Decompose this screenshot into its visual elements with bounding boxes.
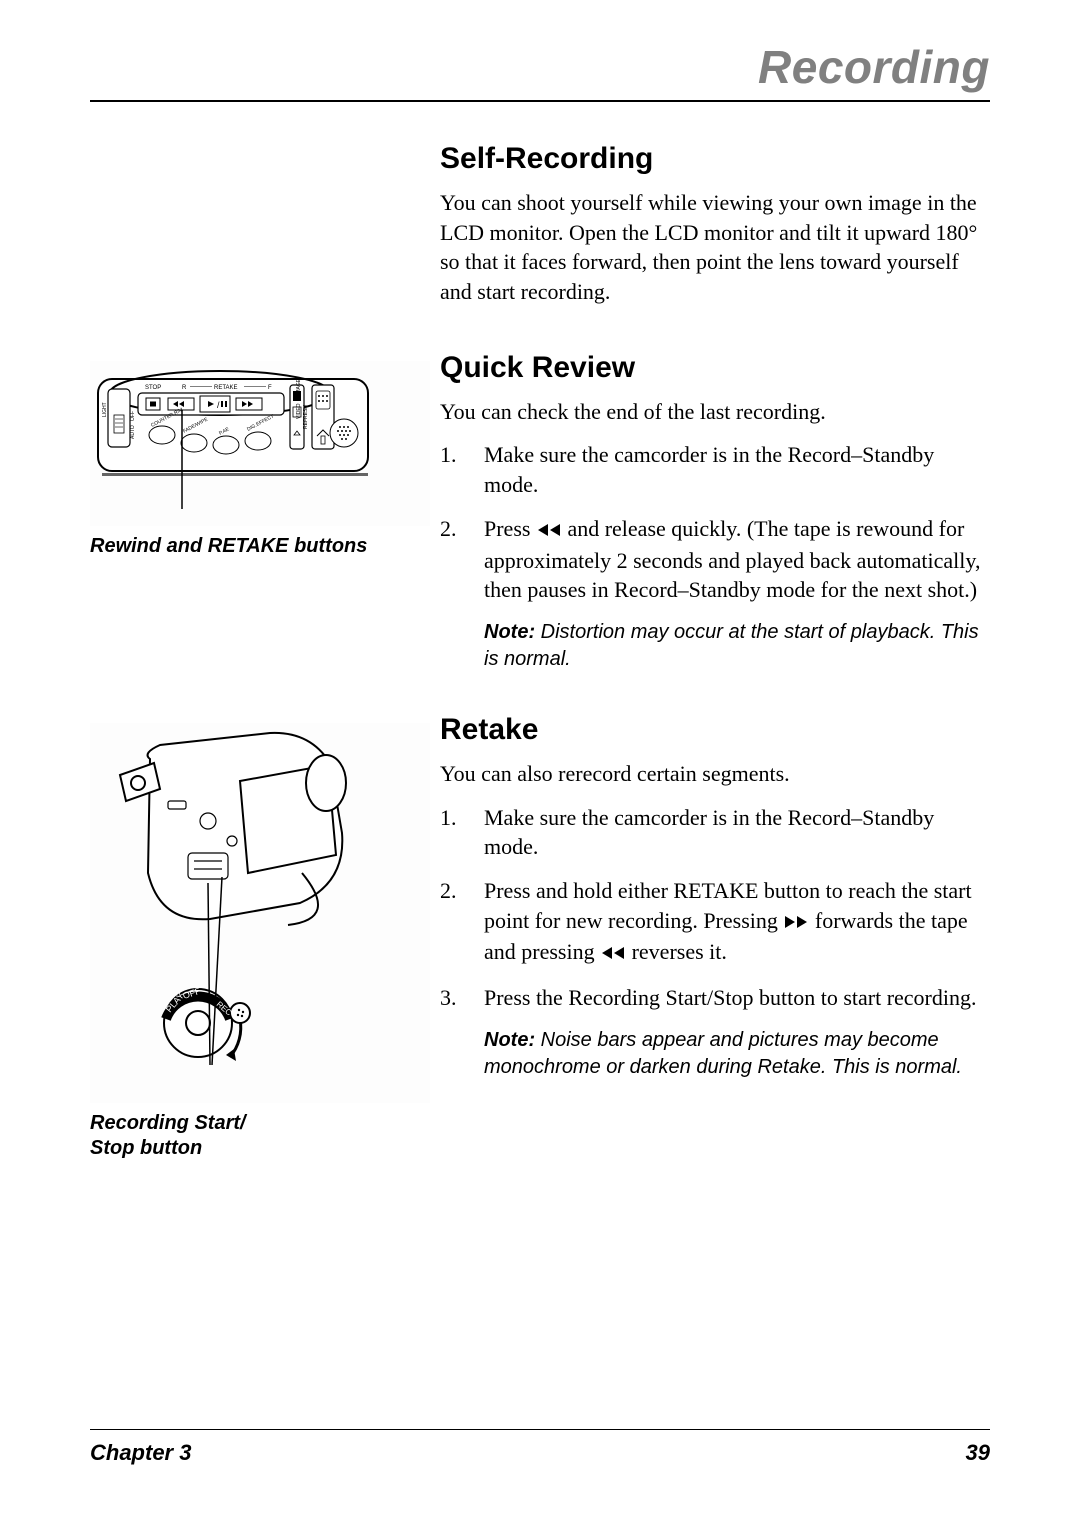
qr-step2-text-a: Press — [484, 516, 536, 541]
svg-text:IMAGE: IMAGE — [296, 378, 302, 395]
retake-intro: You can also rerecord certain segments. — [440, 759, 990, 789]
retake-right: Retake You can also rerecord certain seg… — [430, 713, 990, 1161]
quick-review-left: STOP R RETAKE F — [90, 351, 430, 683]
page-title: Recording — [758, 41, 990, 93]
quick-review-intro: You can check the end of the last record… — [440, 397, 990, 427]
retake-step-3: 3. Press the Recording Start/Stop button… — [440, 983, 990, 1013]
fast-forward-icon — [783, 908, 809, 938]
retake-step-1: 1. Make sure the camcorder is in the Rec… — [440, 803, 990, 862]
svg-text:AUTO: AUTO — [130, 425, 136, 439]
qr-step-2: 2. Press and release quickly. (The tape … — [440, 514, 990, 605]
retake-step-2: 2. Press and hold either RETAKE button t… — [440, 876, 990, 969]
retake-heading: Retake — [440, 713, 990, 747]
qr-step1-num: 1. — [440, 440, 457, 470]
control-panel-caption: Rewind and RETAKE buttons — [90, 534, 430, 559]
retake-note: Note: Noise bars appear and pictures may… — [440, 1027, 990, 1081]
retake-steps: 1. Make sure the camcorder is in the Rec… — [440, 803, 990, 1013]
control-panel-illustration: STOP R RETAKE F — [90, 361, 430, 526]
rt-step3-text: Press the Recording Start/Stop button to… — [484, 985, 977, 1010]
self-recording-right: Self-Recording You can shoot yourself wh… — [430, 142, 990, 321]
self-recording-body: You can shoot yourself while viewing you… — [440, 188, 990, 307]
quick-review-heading: Quick Review — [440, 351, 990, 385]
rt-note-label: Note: — [484, 1029, 535, 1051]
quick-review-note: Note: Distortion may occur at the start … — [440, 619, 990, 673]
page-content: Self-Recording You can shoot yourself wh… — [90, 142, 990, 1191]
self-recording-heading: Self-Recording — [440, 142, 990, 176]
page-footer: Chapter 3 39 — [90, 1429, 990, 1466]
section-quick-review: STOP R RETAKE F — [90, 351, 990, 683]
qr-step1-text: Make sure the camcorder is in the Record… — [484, 442, 934, 497]
rt-step2-num: 2. — [440, 876, 457, 906]
svg-text:RETAKE: RETAKE — [214, 385, 238, 391]
svg-text:OFF: OFF — [130, 411, 136, 421]
rt-note-text: Noise bars appear and pictures may becom… — [484, 1029, 962, 1078]
section-self-recording: Self-Recording You can shoot yourself wh… — [90, 142, 990, 321]
rewind-icon — [600, 939, 626, 969]
quick-review-right: Quick Review You can check the end of th… — [430, 351, 990, 683]
qr-step2-num: 2. — [440, 514, 457, 544]
svg-text:VIDEO: VIDEO — [296, 403, 302, 419]
footer-page-number: 39 — [966, 1440, 990, 1466]
svg-text:LIGHT: LIGHT — [102, 402, 108, 417]
qr-step-1: 1. Make sure the camcorder is in the Rec… — [440, 440, 990, 499]
camcorder-illustration: PLAY OFF REC — [90, 723, 430, 1103]
rt-step1-num: 1. — [440, 803, 457, 833]
rt-step2-text-c: reverses it. — [632, 939, 727, 964]
rewind-icon — [536, 516, 562, 546]
camcorder-caption: Recording Start/ Stop button — [90, 1111, 430, 1161]
page-header: Recording — [90, 40, 990, 102]
label-stop: STOP — [145, 385, 161, 391]
rt-step3-num: 3. — [440, 983, 457, 1013]
section-retake: PLAY OFF REC Recording Start/ Stop butto… — [90, 713, 990, 1161]
qr-note-text: Distortion may occur at the start of pla… — [484, 621, 979, 670]
retake-left: PLAY OFF REC Recording Start/ Stop butto… — [90, 713, 430, 1161]
svg-text:R: R — [182, 385, 187, 391]
svg-text:F: F — [268, 385, 272, 391]
qr-note-label: Note: — [484, 621, 535, 643]
footer-chapter: Chapter 3 — [90, 1440, 191, 1466]
quick-review-steps: 1. Make sure the camcorder is in the Rec… — [440, 440, 990, 604]
self-recording-left — [90, 142, 430, 321]
rt-step1-text: Make sure the camcorder is in the Record… — [484, 805, 934, 860]
svg-text:REFRESH: REFRESH — [303, 404, 309, 428]
